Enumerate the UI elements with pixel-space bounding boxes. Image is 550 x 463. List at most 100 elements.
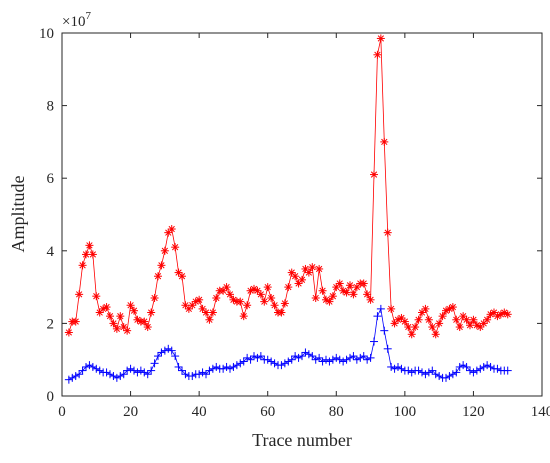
data-point (202, 370, 210, 379)
data-point (82, 250, 90, 259)
data-point (346, 281, 354, 290)
data-point (267, 357, 276, 366)
y-tick-label: 2 (47, 316, 55, 332)
data-point (359, 279, 368, 288)
data-point (428, 366, 437, 375)
marker-stroke (381, 138, 388, 146)
marker-stroke (79, 262, 86, 269)
data-point (325, 357, 334, 366)
data-point (339, 286, 348, 295)
data-point (88, 362, 97, 371)
marker-stroke (408, 331, 415, 338)
data-point (126, 301, 135, 310)
data-point (469, 315, 478, 324)
marker-stroke (346, 282, 354, 289)
data-point (78, 261, 87, 270)
data-point (387, 362, 396, 371)
marker-stroke (113, 325, 121, 332)
data-point (332, 353, 341, 362)
data-point (294, 353, 303, 362)
marker-stroke (377, 35, 385, 42)
data-point (195, 370, 204, 379)
data-point (431, 330, 440, 339)
marker-stroke (322, 296, 330, 303)
data-point (407, 330, 416, 339)
marker-stroke (483, 316, 491, 323)
data-point (335, 355, 344, 364)
data-point (106, 312, 114, 321)
data-point (198, 368, 207, 377)
marker-stroke (261, 298, 268, 305)
data-point (455, 362, 464, 371)
data-point (154, 272, 162, 281)
data-point (123, 326, 132, 335)
data-point (339, 357, 348, 366)
data-point (140, 317, 149, 326)
data-point (222, 362, 231, 371)
data-point (311, 355, 320, 364)
marker-stroke (439, 312, 446, 320)
marker-stroke (243, 302, 251, 309)
marker-stroke (326, 298, 333, 305)
data-point (116, 372, 125, 381)
data-point (322, 355, 330, 364)
data-point (414, 366, 423, 375)
data-point (256, 352, 265, 361)
marker-stroke (178, 273, 186, 280)
data-point (472, 366, 481, 375)
marker-stroke (161, 247, 169, 254)
data-point (466, 321, 474, 330)
marker-stroke (401, 318, 409, 325)
data-point (318, 286, 327, 295)
data-point (349, 290, 358, 299)
marker-stroke (405, 323, 412, 331)
marker-stroke (398, 314, 405, 322)
x-tick-label: 120 (462, 404, 485, 420)
data-point (342, 288, 351, 297)
marker-stroke (182, 302, 189, 309)
data-point (356, 353, 365, 362)
marker-stroke (206, 316, 213, 323)
marker-stroke (501, 309, 508, 316)
marker-stroke (363, 291, 371, 298)
x-tick-label: 140 (531, 404, 550, 420)
marker-stroke (175, 269, 182, 276)
data-point (311, 293, 320, 302)
data-point (229, 362, 238, 371)
data-point (390, 364, 399, 373)
data-point (157, 261, 166, 270)
y-scale-label: ×107 (62, 10, 91, 30)
marker-stroke (75, 291, 83, 298)
marker-stroke (151, 294, 158, 302)
marker-stroke (285, 283, 292, 291)
data-point (109, 319, 118, 328)
data-point (154, 352, 162, 361)
marker-stroke (264, 283, 271, 291)
data-point (133, 368, 142, 377)
data-point (435, 319, 444, 328)
data-point (92, 364, 101, 373)
marker-stroke (147, 309, 155, 316)
data-point (373, 312, 382, 321)
data-point (85, 361, 94, 370)
marker-stroke (254, 287, 261, 294)
data-point (277, 361, 286, 370)
marker-stroke (339, 287, 347, 294)
data-point (75, 290, 84, 299)
data-point (431, 370, 440, 379)
data-point (208, 308, 217, 317)
marker-stroke (86, 242, 93, 249)
data-point (328, 355, 337, 364)
data-point (308, 263, 317, 272)
data-point (150, 293, 159, 302)
marker-stroke (309, 263, 316, 271)
data-point (112, 373, 121, 382)
marker-stroke (127, 302, 134, 309)
data-point (178, 366, 186, 375)
data-point (332, 283, 341, 292)
marker-stroke (271, 302, 278, 309)
data-point (452, 315, 461, 324)
data-point (483, 361, 492, 370)
data-point (95, 366, 104, 375)
data-point (462, 362, 471, 371)
